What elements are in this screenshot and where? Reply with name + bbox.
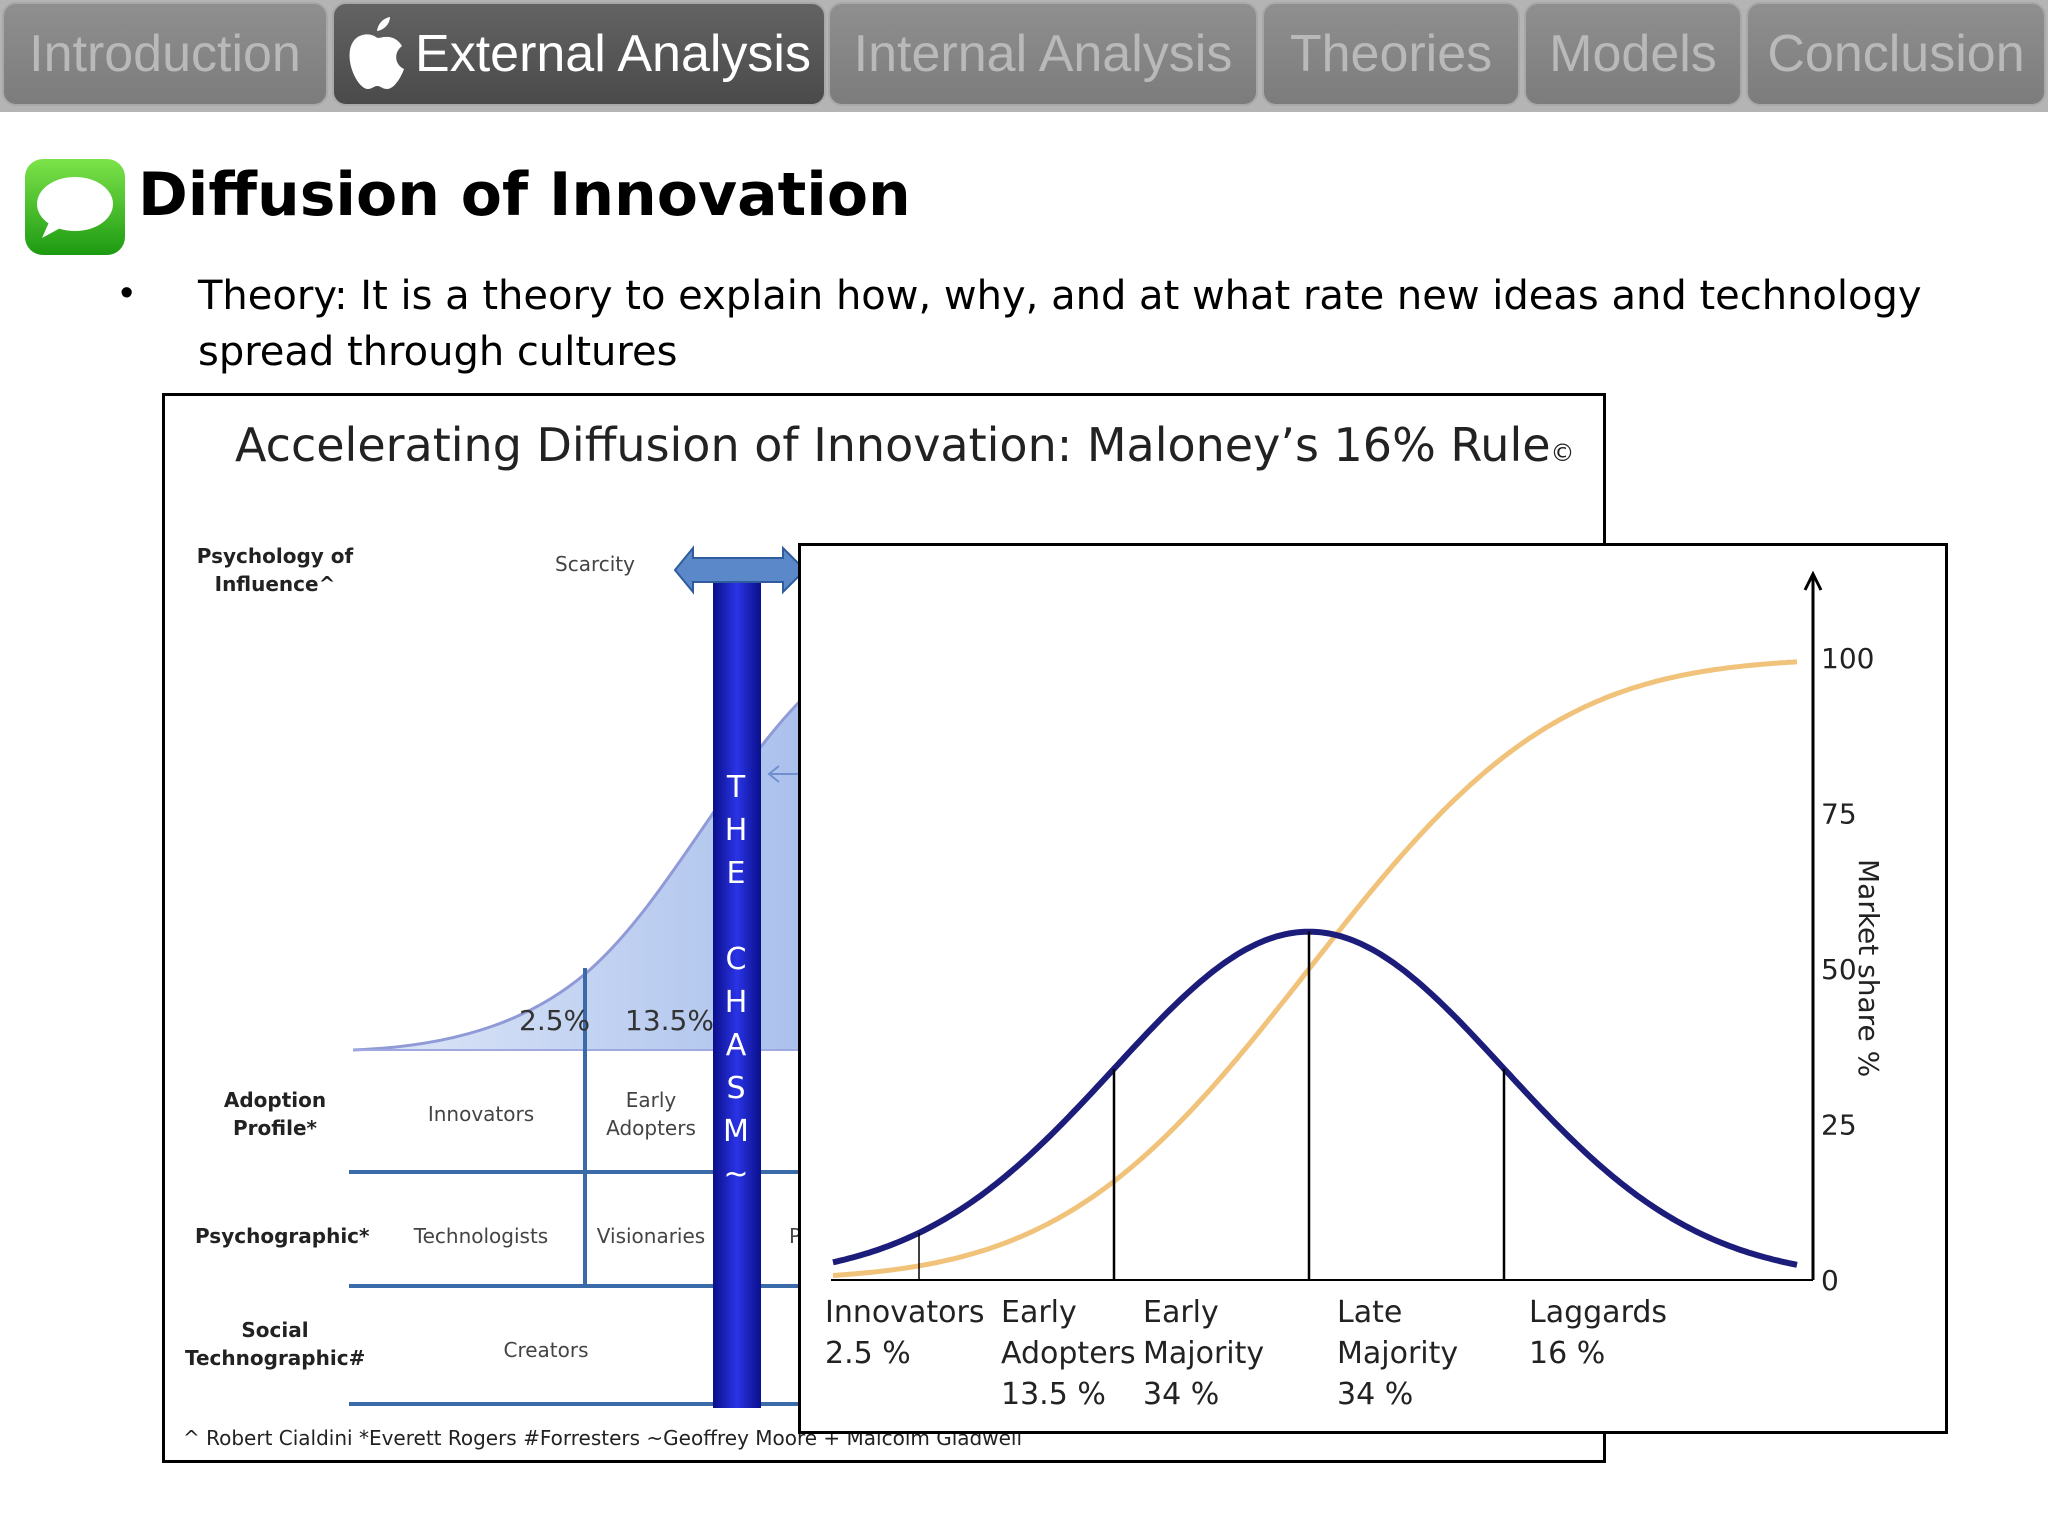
row-label-psychology: Psychology of Influence^ bbox=[196, 544, 354, 596]
row-label-psychographic: Psychographic* bbox=[195, 1224, 370, 1248]
segment-label-line: Early bbox=[1001, 1295, 1077, 1330]
cell-creators: Creators bbox=[503, 1338, 589, 1362]
cell-technologists: Technologists bbox=[413, 1224, 549, 1248]
segment-label-line: 16 % bbox=[1529, 1336, 1606, 1371]
segment-label-line: Early bbox=[1143, 1295, 1219, 1330]
chasm-letter: H bbox=[724, 985, 748, 1020]
cell-innovators: Innovators bbox=[427, 1102, 535, 1126]
segment-label-line: 34 % bbox=[1337, 1377, 1414, 1412]
chasm-letter: ~ bbox=[723, 1157, 749, 1192]
segment-label-line: Innovators bbox=[825, 1295, 985, 1330]
tab-label: Conclusion bbox=[1767, 25, 2025, 83]
pct-early-adopters: 13.5% bbox=[625, 1004, 714, 1037]
tab-conclusion[interactable]: Conclusion bbox=[1746, 2, 2046, 106]
y-tick-label: 25 bbox=[1821, 1109, 1857, 1142]
tab-introduction[interactable]: Introduction bbox=[2, 2, 328, 106]
diffusion-chart: 0 25 50 75 100 Market share % Innovators 2.5 %… bbox=[798, 543, 1948, 1434]
chasm-letter: A bbox=[725, 1028, 747, 1063]
cell-early-adopters: Early Adopters bbox=[606, 1088, 696, 1140]
segment-label-line: 13.5 % bbox=[1001, 1377, 1106, 1412]
s-curve-cumulative bbox=[832, 659, 1798, 1278]
chasm-letter: H bbox=[724, 813, 748, 848]
tab-label: External Analysis bbox=[415, 25, 811, 83]
tab-label: Internal Analysis bbox=[853, 25, 1233, 83]
cell-visionaries: Visionaries bbox=[596, 1224, 706, 1248]
tab-internal-analysis[interactable]: Internal Analysis bbox=[828, 2, 1258, 106]
segment-label: Laggards 16 % bbox=[1529, 1292, 1667, 1374]
chasm-letter: C bbox=[725, 942, 747, 977]
chasm-letter: S bbox=[726, 1071, 746, 1106]
chasm-letter: E bbox=[726, 856, 746, 891]
chasm-letter: M bbox=[723, 1114, 749, 1149]
segment-label-line: 34 % bbox=[1143, 1377, 1220, 1412]
diagram-graphics bbox=[349, 545, 807, 1408]
tab-theories[interactable]: Theories bbox=[1262, 2, 1520, 106]
tab-label: Introduction bbox=[29, 25, 301, 83]
adoption-area bbox=[353, 696, 805, 1050]
segment-label: Innovators 2.5 % bbox=[825, 1292, 984, 1374]
pct-innovators: 2.5% bbox=[519, 1004, 591, 1037]
diagram-title: Accelerating Diffusion of Innovation: Ma… bbox=[235, 418, 1575, 472]
y-axis-label: Market share % bbox=[1852, 859, 1885, 1077]
segment-label-line: Late bbox=[1337, 1295, 1403, 1330]
segment-label-line: Adopters bbox=[1001, 1336, 1136, 1371]
y-tick-label: 50 bbox=[1821, 953, 1857, 986]
messages-icon bbox=[25, 159, 125, 255]
tab-bar: Introduction External Analysis Internal … bbox=[0, 0, 2048, 112]
y-tick-label: 75 bbox=[1821, 798, 1857, 831]
tab-external-analysis[interactable]: External Analysis bbox=[332, 2, 826, 106]
y-axis-arrow bbox=[1803, 570, 1823, 591]
diagram-title-text: Accelerating Diffusion of Innovation: Ma… bbox=[235, 418, 1551, 472]
segment-label-line: 2.5 % bbox=[825, 1336, 911, 1371]
scarcity-label: Scarcity bbox=[555, 552, 635, 576]
chasm-letter: T bbox=[726, 770, 746, 805]
chart-canvas: 0 25 50 75 100 Market share % bbox=[831, 570, 1885, 1297]
bell-curve-adoption bbox=[832, 928, 1798, 1268]
y-tick-label: 0 bbox=[1821, 1264, 1839, 1297]
copyright-mark: © bbox=[1550, 439, 1575, 467]
segment-label: Late Majority 34 % bbox=[1337, 1292, 1458, 1415]
page-title: Diffusion of Innovation bbox=[138, 160, 911, 230]
segment-label: Early Majority 34 % bbox=[1143, 1292, 1264, 1415]
row-label-adoption: Adoption Profile* bbox=[223, 1088, 327, 1140]
segment-label-line: Majority bbox=[1143, 1336, 1265, 1371]
chasm-bar bbox=[713, 558, 761, 1408]
apple-icon bbox=[349, 17, 405, 89]
tab-label: Theories bbox=[1289, 25, 1493, 83]
segment-label-line: Majority bbox=[1337, 1336, 1459, 1371]
bullet-dot: • bbox=[120, 272, 134, 314]
segment-label-line: Laggards bbox=[1529, 1295, 1668, 1330]
tab-label: Models bbox=[1549, 25, 1717, 83]
tab-models[interactable]: Models bbox=[1524, 2, 1742, 106]
chasm-gap bbox=[723, 895, 749, 938]
row-label-social: Social Technographic# bbox=[185, 1318, 366, 1370]
y-tick-label: 100 bbox=[1821, 642, 1874, 675]
theory-text: Theory: It is a theory to explain how, w… bbox=[198, 273, 1922, 375]
segment-label: Early Adopters 13.5 % bbox=[1001, 1292, 1136, 1415]
